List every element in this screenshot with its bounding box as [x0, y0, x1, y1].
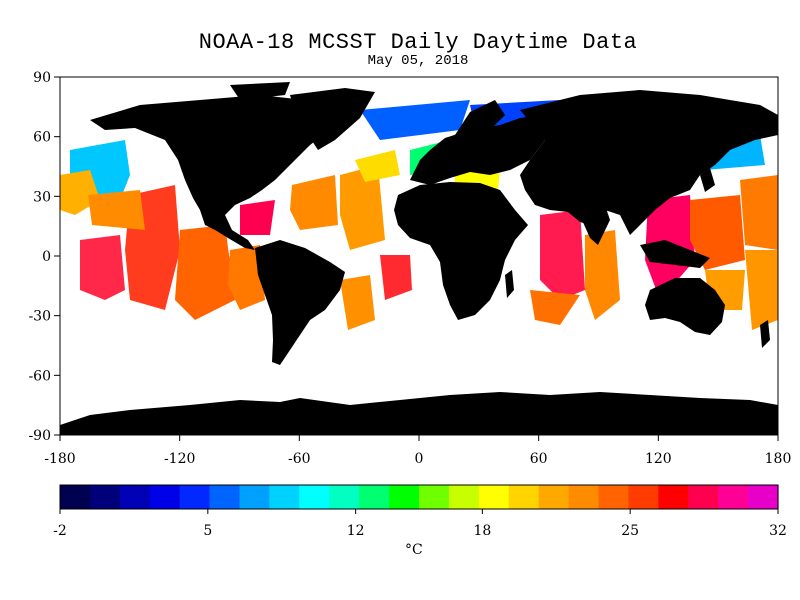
- colorbar-swatch: [269, 485, 300, 509]
- sst-swath: [228, 245, 265, 310]
- landmass-australia: [645, 278, 725, 335]
- colorbar-swatch: [748, 485, 779, 509]
- colorbar-swatch: [60, 485, 91, 509]
- landmass-new-zealand: [760, 320, 770, 348]
- lat-tick-label: 60: [33, 130, 51, 146]
- colorbar-tick-label: -2: [53, 523, 67, 539]
- colorbar-tick-label: 18: [473, 523, 491, 539]
- colorbar-swatch: [239, 485, 271, 509]
- sst-swath: [690, 195, 745, 270]
- landmass-asia: [520, 90, 778, 235]
- colorbar-swatch: [299, 485, 330, 509]
- longitude-axis: -180 -120 -60 0 60 120 180: [44, 435, 791, 467]
- landmass-scandinavia: [455, 100, 505, 140]
- landmass-japan: [700, 168, 715, 192]
- lon-tick-label: 0: [415, 451, 424, 467]
- sst-swath: [175, 225, 235, 320]
- landmass-south-america: [255, 240, 345, 365]
- sst-data-swaths: [60, 100, 778, 330]
- colorbar-swatch: [329, 485, 360, 509]
- colorbar-axis: -2 5 12 18 25 32: [53, 509, 787, 539]
- landmass-north-america: [90, 95, 340, 250]
- lon-tick-label: -180: [44, 451, 75, 467]
- colorbar-swatch: [508, 485, 540, 509]
- colorbar-swatch: [718, 485, 749, 509]
- colorbar-swatch: [89, 485, 121, 509]
- colorbar-swatch: [658, 485, 689, 509]
- landmass-madagascar: [505, 270, 514, 298]
- sst-swath: [340, 165, 385, 250]
- lat-tick-label: -90: [28, 428, 51, 444]
- sst-swath: [340, 275, 375, 330]
- latitude-axis: 90 60 30 0 -30 -60 -90: [28, 70, 60, 444]
- colorbar-swatch: [448, 485, 480, 509]
- sst-swath: [360, 100, 470, 140]
- lat-tick-label: -60: [28, 368, 51, 384]
- sst-swath: [355, 150, 400, 182]
- colorbar-swatch: [419, 485, 450, 509]
- sst-swath: [745, 250, 778, 330]
- lat-tick-label: 0: [42, 249, 51, 265]
- lat-tick-label: -30: [28, 309, 51, 325]
- colorbar-tick-label: 12: [347, 523, 365, 539]
- sst-swath: [240, 200, 275, 235]
- landmass-arctic-islands: [230, 82, 290, 100]
- landmass-greenland: [290, 88, 375, 150]
- sst-swath: [380, 255, 412, 300]
- colorbar-swatch: [179, 485, 211, 509]
- colorbar-frame: [59, 484, 779, 510]
- lat-tick-label: 30: [33, 189, 51, 205]
- sst-swath: [88, 190, 145, 230]
- landmass-europe: [410, 115, 545, 185]
- colorbar-swatch: [478, 485, 510, 509]
- lon-tick-label: -60: [288, 451, 311, 467]
- lon-tick-label: 120: [645, 451, 672, 467]
- sst-swath: [80, 235, 125, 300]
- colorbar-swatch: [568, 485, 600, 509]
- colorbar-swatch: [538, 485, 570, 509]
- landmass-maritime-se-asia: [640, 240, 710, 268]
- colorbar-tick-label: 25: [621, 523, 639, 539]
- sst-swath: [290, 175, 338, 230]
- temperature-colorbar: [60, 485, 779, 509]
- landmass-africa: [394, 182, 528, 320]
- sst-swath: [540, 210, 585, 300]
- colorbar-swatch: [209, 485, 241, 509]
- map-date-subtitle: May 05, 2018: [367, 53, 469, 69]
- colorbar-tick-label: 32: [769, 523, 787, 539]
- lon-tick-label: 180: [765, 451, 792, 467]
- sst-swath: [585, 230, 620, 320]
- colorbar-swatch: [359, 485, 390, 509]
- land-masses: [60, 82, 778, 435]
- map-title: NOAA-18 MCSST Daily Daytime Data: [198, 30, 638, 55]
- colorbar-tick-label: 5: [203, 523, 212, 539]
- lon-tick-label: -120: [164, 451, 195, 467]
- sst-swath: [740, 175, 778, 250]
- landmass-antarctica: [60, 392, 778, 435]
- landmass-india: [580, 205, 610, 245]
- colorbar-swatch: [628, 485, 659, 509]
- colorbar-swatch: [598, 485, 630, 509]
- colorbar-unit-label: °C: [405, 542, 423, 558]
- colorbar-swatch: [149, 485, 181, 509]
- colorbar-swatch: [119, 485, 151, 509]
- colorbar-swatch: [688, 485, 719, 509]
- lat-tick-label: 90: [33, 70, 51, 86]
- colorbar-swatch: [389, 485, 420, 509]
- lon-tick-label: 60: [530, 451, 548, 467]
- sst-swath: [530, 290, 580, 325]
